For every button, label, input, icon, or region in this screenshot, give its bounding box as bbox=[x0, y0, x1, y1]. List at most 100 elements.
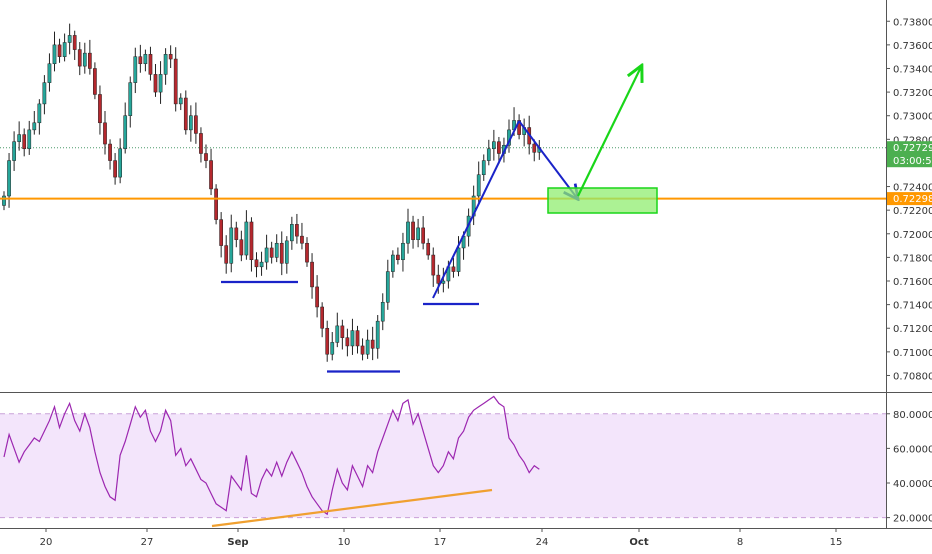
candle-body bbox=[12, 141, 16, 161]
candle-body bbox=[370, 339, 375, 349]
price-tick-label: 0.73200 bbox=[893, 88, 932, 99]
candle-body bbox=[168, 54, 173, 60]
candle-body bbox=[401, 242, 405, 261]
candle-body bbox=[365, 339, 370, 355]
price-tick-label: 0.71200 bbox=[893, 324, 932, 335]
candle-body bbox=[441, 280, 446, 284]
candle-body bbox=[214, 188, 218, 220]
current-price-badge-bg bbox=[887, 141, 932, 168]
indicator-tick-label: 60.0000 bbox=[893, 444, 932, 455]
candle-body bbox=[118, 148, 123, 178]
indicator-tick-label: 80.0000 bbox=[893, 410, 932, 421]
candle-body bbox=[375, 320, 380, 349]
candle-body bbox=[148, 54, 153, 75]
candle-body bbox=[254, 259, 259, 268]
projection-arrow bbox=[577, 67, 641, 197]
level-price-badge-bg bbox=[887, 192, 932, 206]
candle-body bbox=[451, 266, 456, 272]
candle-body bbox=[320, 306, 324, 329]
candle-body bbox=[108, 143, 112, 161]
candle-body bbox=[7, 160, 11, 197]
indicator-trendline bbox=[211, 488, 493, 528]
price-tick-label: 0.73800 bbox=[893, 17, 932, 28]
candle-body bbox=[244, 221, 249, 256]
candle-body bbox=[416, 227, 420, 240]
candle-body bbox=[486, 148, 491, 161]
candle-body bbox=[290, 224, 294, 242]
price-tick-label: 0.73000 bbox=[893, 112, 932, 123]
candle-body bbox=[22, 134, 27, 150]
candle-body bbox=[93, 68, 97, 95]
candle-body bbox=[2, 195, 6, 206]
candle-body bbox=[391, 254, 395, 272]
candle-body bbox=[330, 342, 335, 355]
candle-body bbox=[52, 44, 57, 65]
candle-body bbox=[219, 219, 224, 246]
candle-body bbox=[128, 82, 133, 116]
impulse-leg bbox=[432, 120, 520, 299]
time-tick-label: 10 bbox=[338, 537, 351, 548]
candle-body bbox=[183, 97, 188, 131]
candle-body bbox=[436, 274, 441, 284]
candle-body bbox=[239, 239, 244, 256]
candle-body bbox=[421, 227, 425, 244]
time-tick-label: 17 bbox=[434, 537, 447, 548]
buy-zone-box bbox=[547, 187, 658, 214]
candle-body bbox=[360, 345, 365, 355]
candle-body bbox=[249, 221, 254, 261]
candle-body bbox=[57, 44, 62, 57]
candle-body bbox=[158, 74, 163, 93]
candle-body bbox=[153, 74, 158, 93]
candle-body bbox=[310, 261, 314, 288]
candle-body bbox=[204, 153, 208, 161]
time-tick-label: 15 bbox=[830, 537, 843, 548]
candle-body bbox=[178, 97, 183, 105]
indicator-tick-label: 20.0000 bbox=[893, 514, 932, 525]
candle-body bbox=[27, 129, 32, 150]
price-tick-label: 0.70800 bbox=[893, 371, 932, 382]
candle-body bbox=[199, 133, 203, 154]
candle-body bbox=[355, 330, 360, 347]
time-tick-label: 20 bbox=[40, 537, 53, 548]
price-tick-label: 0.73400 bbox=[893, 64, 932, 75]
candle-body bbox=[234, 227, 239, 240]
candle-body bbox=[396, 254, 400, 261]
retracement-arrow bbox=[518, 120, 577, 198]
candle-body bbox=[62, 42, 67, 57]
candle-body bbox=[47, 63, 52, 83]
candle-body bbox=[259, 261, 264, 268]
candle-body bbox=[194, 115, 198, 134]
candle-body bbox=[456, 247, 461, 272]
candle-body bbox=[492, 141, 496, 150]
candle-body bbox=[88, 52, 92, 69]
price-tick-label: 0.72200 bbox=[893, 206, 932, 217]
candle-body bbox=[264, 247, 269, 263]
indicator-tick-label: 40.0000 bbox=[893, 479, 932, 490]
price-tick-label: 0.71800 bbox=[893, 253, 932, 264]
candle-body bbox=[269, 247, 274, 258]
candle-body bbox=[279, 242, 284, 264]
price-tick-label: 0.72400 bbox=[893, 183, 932, 194]
candle-body bbox=[103, 122, 107, 145]
candle-body bbox=[476, 174, 481, 197]
indicator-axis: 80.0000 60.0000 40.0000 20.0000 bbox=[886, 410, 932, 525]
candle-body bbox=[411, 221, 415, 240]
price-tick-label: 0.72800 bbox=[893, 135, 932, 146]
current-price-badge-label: 0.72729 bbox=[893, 143, 932, 154]
time-tick-label: 24 bbox=[536, 537, 549, 548]
candle-body bbox=[345, 337, 350, 347]
price-tick-label: 0.71000 bbox=[893, 348, 932, 359]
candle-body bbox=[67, 35, 72, 43]
candle-body bbox=[77, 49, 82, 67]
time-tick-label: Sep bbox=[227, 537, 248, 548]
candle-body bbox=[385, 271, 390, 303]
level-price-badge-label: 0.72298 bbox=[893, 194, 932, 205]
time-tick-label: 8 bbox=[737, 537, 743, 548]
candle-body bbox=[229, 227, 234, 264]
candle-body bbox=[224, 245, 229, 264]
price-tick-label: 0.71400 bbox=[893, 301, 932, 312]
candle-body bbox=[123, 115, 128, 150]
candle-body bbox=[350, 330, 355, 347]
